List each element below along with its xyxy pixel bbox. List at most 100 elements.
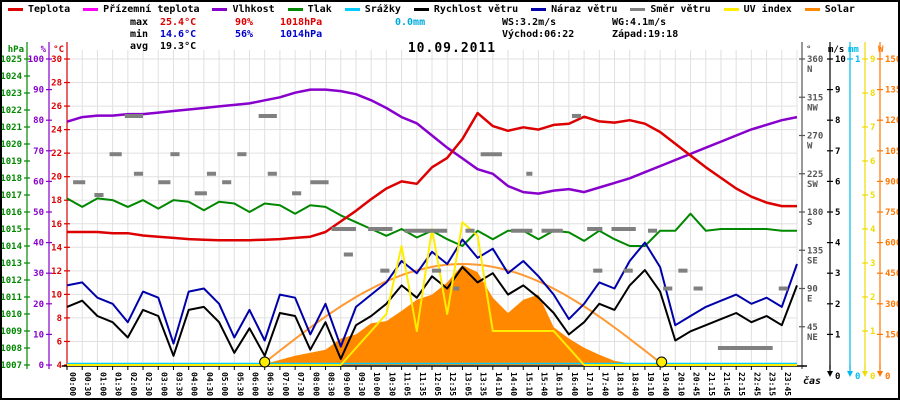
svg-text:m/s: m/s [828,45,844,55]
svg-text:14: 14 [51,243,62,253]
series-smer-vetru [73,113,788,350]
svg-text:1018: 1018 [2,174,22,184]
svg-text:07:30: 07:30 [296,372,305,396]
svg-text:4: 4 [57,361,63,371]
legend-label: Náraz větru [551,4,618,15]
svg-text:22:45: 22:45 [752,372,761,396]
svg-text:1012: 1012 [2,276,22,286]
svg-text:10: 10 [33,330,44,340]
legend-swatch [804,8,820,11]
svg-text:1022: 1022 [2,106,22,116]
stat-max-humidity: 90% [235,17,254,28]
svg-text:02:00: 02:00 [129,372,138,396]
svg-text:09:00: 09:00 [342,372,351,396]
svg-text:50: 50 [33,208,44,218]
svg-text:čas: čas [803,375,821,387]
svg-text:hPa: hPa [8,45,24,55]
legend-item-2: Vlhkost [212,4,275,15]
svg-text:14:10: 14:10 [494,372,503,396]
svg-text:02:30: 02:30 [144,372,153,396]
svg-text:04:30: 04:30 [205,372,214,396]
svg-text:8: 8 [870,89,875,99]
svg-text:SE: SE [807,256,818,266]
series-naraz-vetru [66,238,798,348]
svg-text:10:30: 10:30 [387,372,396,396]
stat-min-temp: 14.6°C [160,29,197,40]
svg-text:225: 225 [807,170,823,180]
stats-summary: max 25.4°C 90% 1018hPa 0.0mm min 14.6°C … [130,17,425,53]
legend-swatch [344,8,360,11]
svg-text:1008: 1008 [2,344,22,354]
stats-max-row: max 25.4°C 90% 1018hPa 0.0mm [130,17,425,29]
svg-text:20:45: 20:45 [692,372,701,396]
svg-text:26: 26 [51,102,62,112]
legend-label: Srážky [364,4,401,15]
svg-text:S: S [807,218,812,228]
svg-text:1017: 1017 [2,191,22,201]
svg-text:01:30: 01:30 [114,372,123,396]
svg-text:360: 360 [807,55,823,65]
svg-text:5: 5 [835,208,840,218]
svg-text:30: 30 [51,55,62,65]
svg-text:23:15: 23:15 [768,372,777,396]
legend-item-4: Srážky [344,4,401,15]
svg-text:19:40: 19:40 [661,372,670,396]
svg-text:18:10: 18:10 [616,372,625,396]
svg-text:4: 4 [870,225,876,235]
stat-min-humidity: 56% [235,29,254,40]
svg-text:13:05: 13:05 [463,372,472,396]
stats-sun-row: Východ:06:22 Západ:19:18 [502,29,678,41]
legend-item-7: Směr větru [630,4,711,15]
svg-text:00:00: 00:00 [68,372,77,396]
svg-text:300: 300 [885,300,900,310]
svg-text:80: 80 [33,116,44,126]
svg-text:°C: °C [53,45,64,55]
sunset-marker [656,356,668,368]
svg-text:mm: mm [848,45,859,55]
svg-text:22: 22 [51,149,62,159]
svg-text:315: 315 [807,93,823,103]
svg-text:8: 8 [835,116,840,126]
svg-text:16:40: 16:40 [570,372,579,396]
legend-item-6: Náraz větru [531,4,617,15]
svg-text:6: 6 [835,177,840,187]
legend: Teplota Přízemní teplota Vlhkost Tlak Srážky… [8,3,855,16]
svg-text:28: 28 [51,79,62,89]
svg-text:0: 0 [39,361,44,371]
svg-text:100: 100 [28,55,44,65]
svg-text:1010: 1010 [2,310,22,320]
legend-label: Tlak [307,4,332,15]
legend-swatch [287,8,303,11]
svg-text:5: 5 [870,191,875,201]
svg-text:21:45: 21:45 [722,372,731,396]
svg-text:23:45: 23:45 [783,372,792,396]
svg-text:15:10: 15:10 [524,372,533,396]
legend-item-5: Rychlost větru [413,4,518,15]
stats-wind-row: WS:3.2m/s WG:4.1m/s [502,17,678,29]
axis-wind [827,42,833,377]
svg-text:0: 0 [870,372,875,382]
svg-text:%: % [41,45,47,55]
svg-text:0: 0 [855,372,860,382]
svg-text:05:00: 05:00 [220,372,229,396]
stats-wind-sun: WS:3.2m/s WG:4.1m/s Východ:06:22 Západ:1… [502,17,678,41]
axis-pressure [24,42,30,369]
stat-max-pressure: 1018hPa [280,17,323,28]
svg-text:900: 900 [885,177,900,187]
svg-text:N: N [807,65,812,75]
legend-label: Směr větru [650,4,711,15]
svg-text:1015: 1015 [2,225,22,235]
svg-text:18:40: 18:40 [631,372,640,396]
svg-text:06:30: 06:30 [266,372,275,396]
svg-text:24: 24 [51,126,62,136]
stat-min-pressure: 1014hPa [280,29,323,40]
legend-item-1: Přízemní teplota [83,4,199,15]
svg-text:1016: 1016 [2,208,22,218]
svg-text:1050: 1050 [885,147,900,157]
svg-text:1025: 1025 [2,55,22,65]
svg-text:09:30: 09:30 [357,372,366,396]
svg-text:9: 9 [835,86,840,96]
